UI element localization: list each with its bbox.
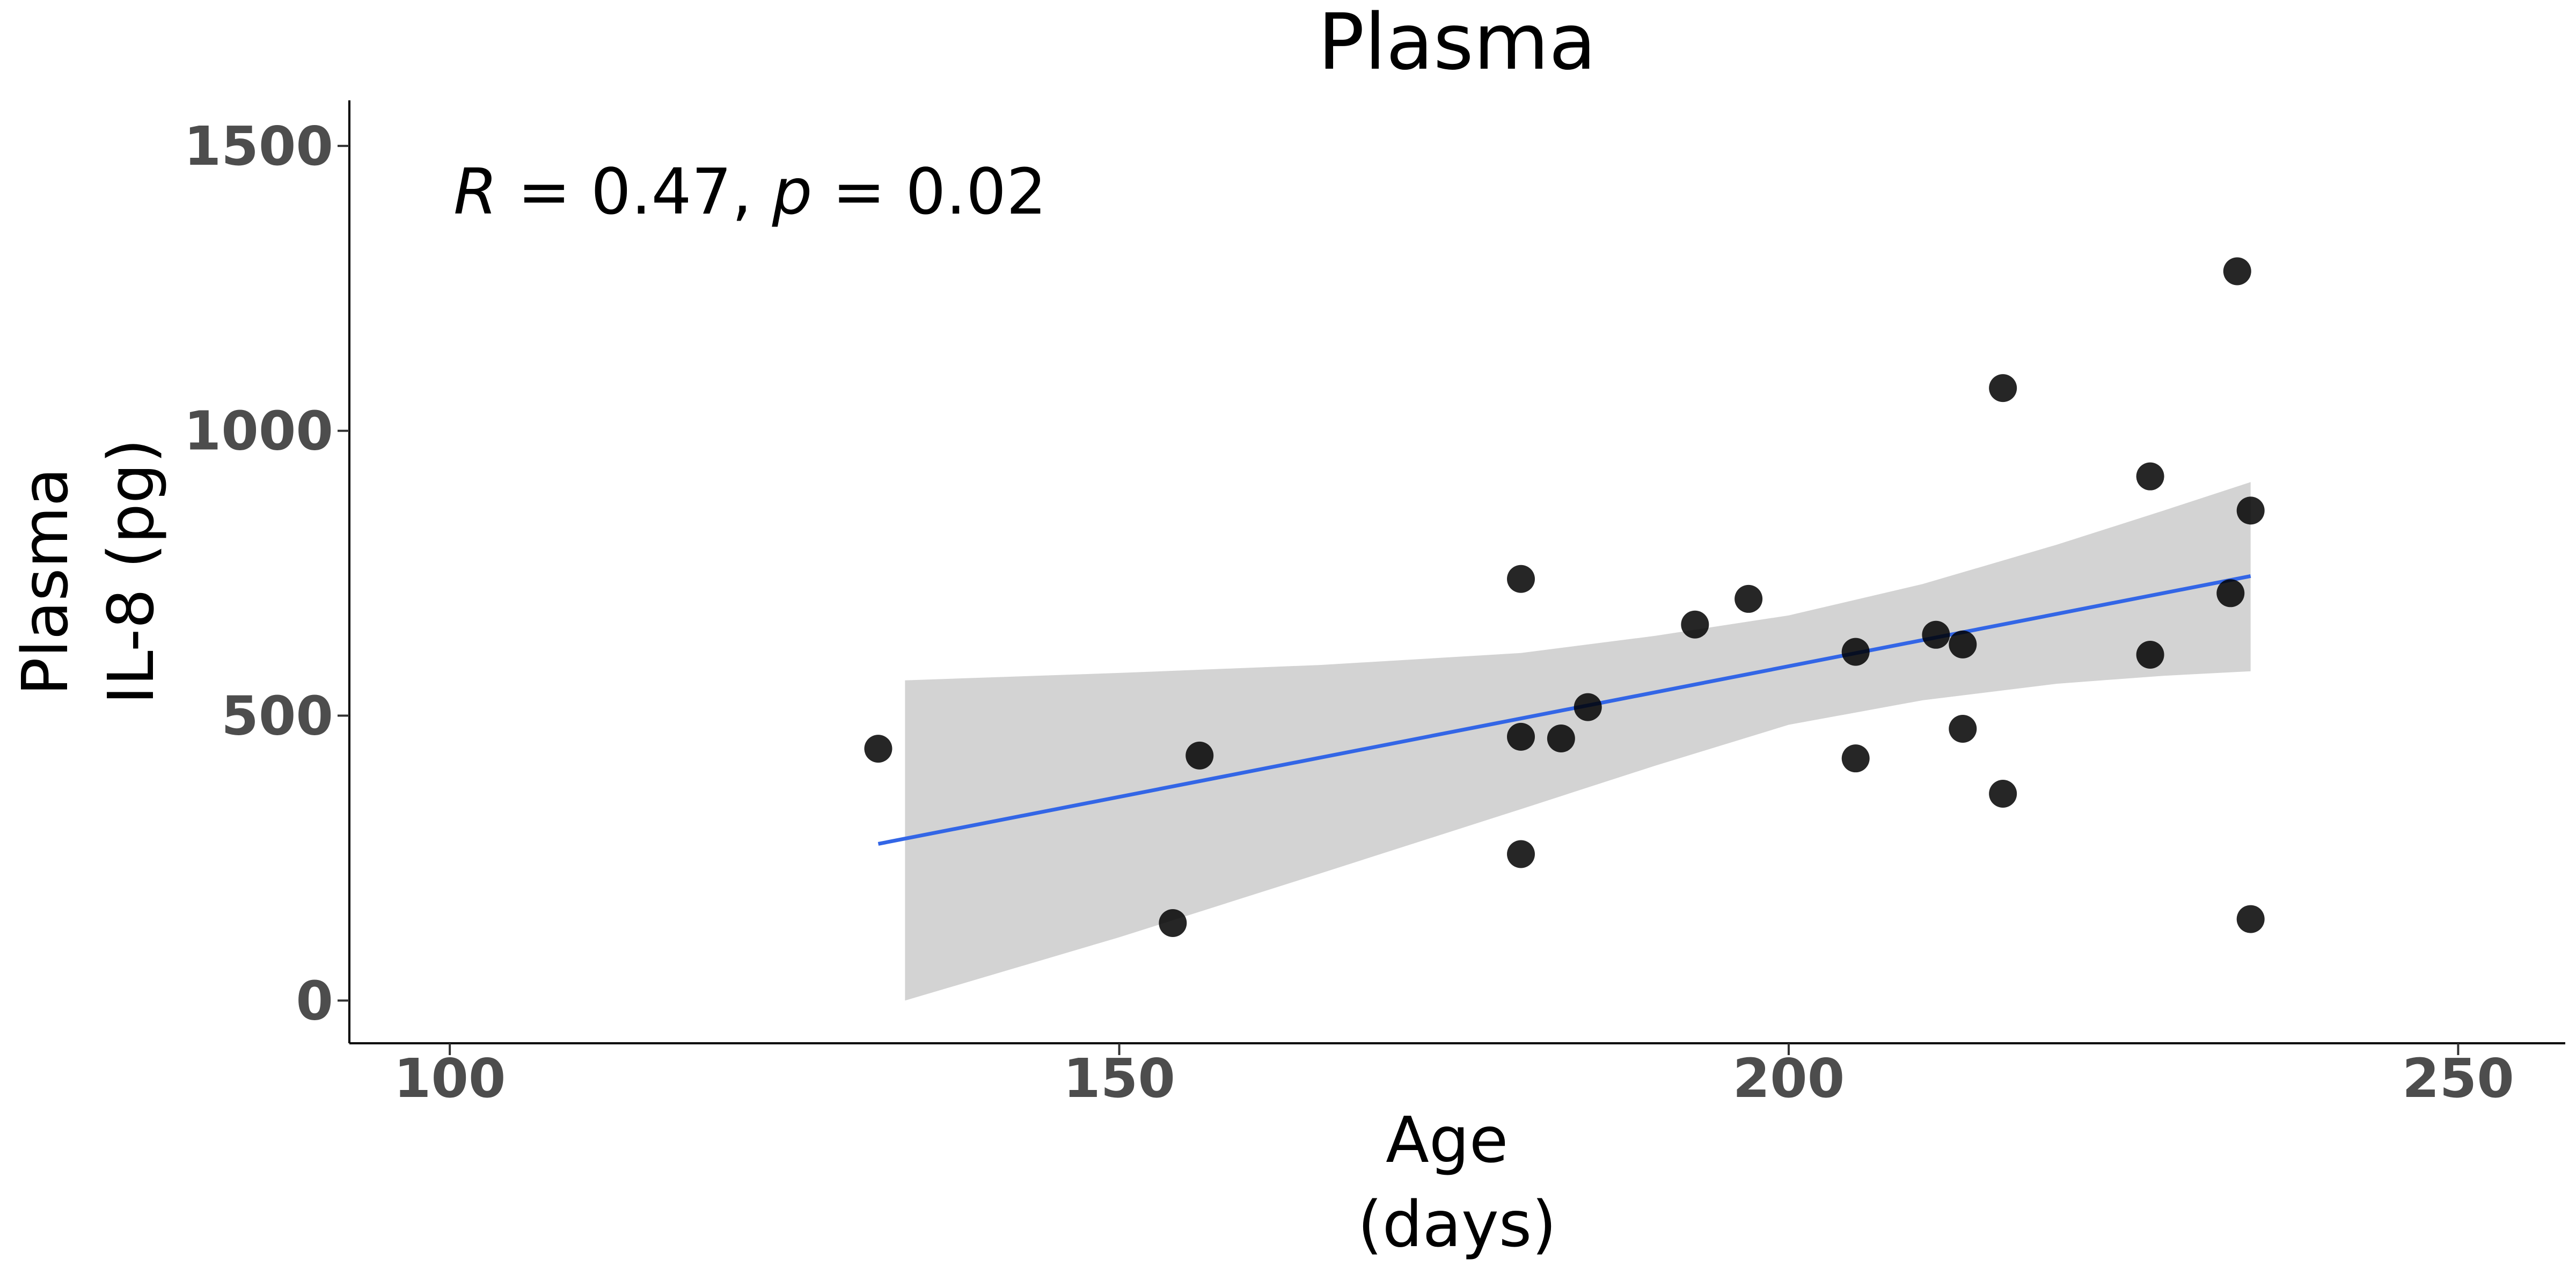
data-point <box>1681 610 1709 639</box>
data-point <box>2236 496 2265 525</box>
data-point <box>2236 905 2265 933</box>
x-axis-title: Age (days) <box>1358 1103 1557 1261</box>
data-point <box>2136 462 2164 491</box>
data-point <box>1922 620 1950 649</box>
data-point <box>1547 724 1575 753</box>
points-layer <box>864 257 2265 937</box>
data-point <box>1574 693 1602 721</box>
x-ticks: 100 150 200 250 <box>394 1043 2514 1110</box>
data-point <box>1989 374 2017 402</box>
confidence-band-layer <box>905 482 2251 1001</box>
y-tick-label: 0 <box>296 969 333 1032</box>
y-tick-label: 500 <box>221 685 333 748</box>
data-point <box>1989 780 2017 808</box>
y-axis-title-line-2: IL-8 (pg) <box>94 438 168 705</box>
y-axis-title-line-1: Plasma <box>8 467 82 696</box>
data-point <box>1159 909 1187 937</box>
r-value: = 0.47, <box>497 155 772 229</box>
fit-line-layer <box>877 574 2251 846</box>
r-symbol: R <box>453 155 497 229</box>
chart-title: Plasma <box>1318 0 1597 87</box>
x-tick-label: 100 <box>394 1047 506 1110</box>
y-tick-label: 1000 <box>184 400 333 463</box>
data-point <box>1949 714 1977 743</box>
p-value: = 0.02 <box>813 155 1047 229</box>
y-ticks: 0 500 1000 1500 <box>184 115 349 1032</box>
correlation-annotation: R = 0.47, p = 0.02 <box>453 155 1046 229</box>
data-point <box>2136 640 2164 669</box>
data-point <box>1735 584 1763 613</box>
data-point <box>864 735 892 763</box>
data-point <box>1507 565 1535 593</box>
y-axis-title: Plasma IL-8 (pg) <box>8 438 168 705</box>
x-tick-label: 250 <box>2402 1047 2514 1110</box>
data-point <box>1841 638 1870 666</box>
x-tick-label: 200 <box>1733 1047 1845 1110</box>
x-axis-title-line-2: (days) <box>1358 1187 1557 1261</box>
p-symbol: p <box>772 155 813 229</box>
data-point <box>1185 741 1214 770</box>
x-tick-label: 150 <box>1063 1047 1175 1110</box>
data-point <box>1507 840 1535 868</box>
data-point <box>1507 722 1535 751</box>
x-axis-title-line-1: Age <box>1386 1103 1508 1177</box>
data-point <box>1841 744 1870 773</box>
regression-line <box>877 574 2251 846</box>
data-point <box>2223 257 2251 286</box>
data-point <box>2216 579 2245 608</box>
confidence-band <box>905 482 2251 1001</box>
data-point <box>1949 630 1977 658</box>
y-tick-label: 1500 <box>184 115 333 178</box>
